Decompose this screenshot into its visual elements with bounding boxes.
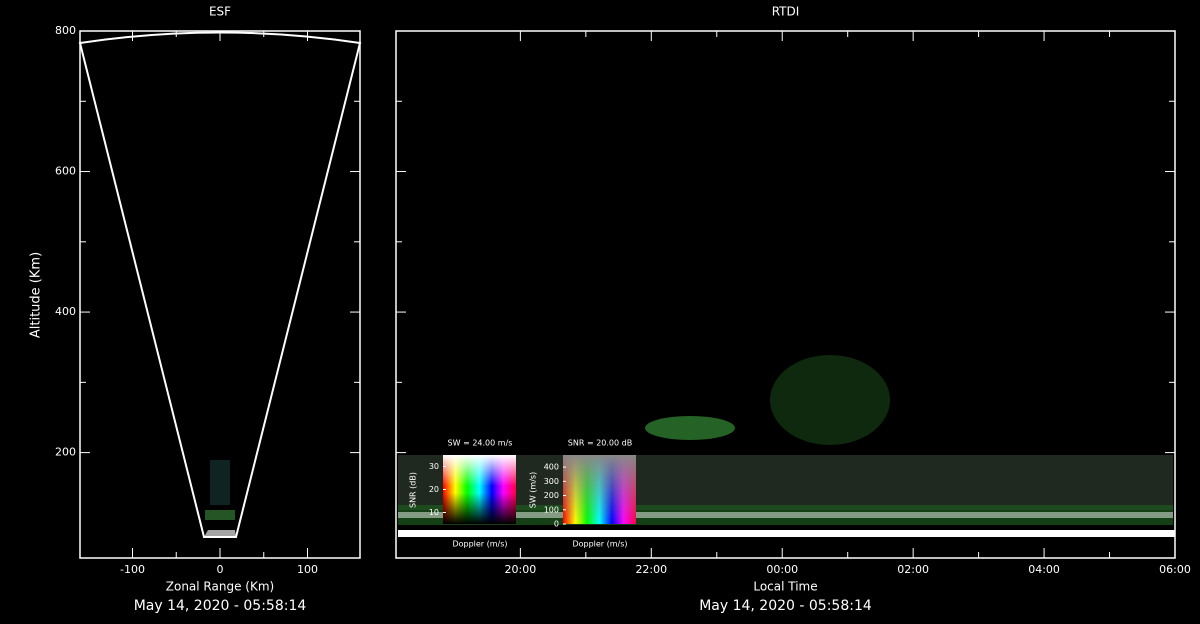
y-axis-label: Altitude (Km) [29,252,44,338]
key-tick-label: 400 [544,463,559,472]
x-tick-label: 02:00 [897,563,929,576]
y-tick-label: 800 [55,24,76,37]
y-tick-label: 400 [55,305,76,318]
x-tick-label: 22:00 [635,563,667,576]
key-tick-label: 300 [544,477,559,486]
x-axis-label: Local Time [753,580,817,594]
key-tick-label: 100 [544,505,559,514]
color-keys [443,455,636,524]
key-tick-label: 200 [544,491,559,500]
radar-echoes [78,31,1175,538]
key-tick-label: 30 [429,462,439,471]
key-tick-label: 10 [429,508,439,517]
key-title: SW = 24.00 m/s [448,439,513,448]
y-tick-label: 200 [55,446,76,459]
key-title: SNR = 20.00 dB [568,439,632,448]
x-tick-label: 00:00 [766,563,798,576]
x-tick-label: 06:00 [1159,563,1191,576]
x-tick-label: 100 [297,563,318,576]
x-tick-label: 20:00 [505,563,537,576]
plot-frame [395,30,1176,559]
x-tick-label: 04:00 [1028,563,1060,576]
y-tick-label: 600 [55,165,76,178]
key-y-label: SNR (dB) [409,472,418,508]
footer-date: May 14, 2020 - 05:58:14 [134,598,307,614]
panel-title: RTDI [772,5,800,19]
key-x-label: Doppler (m/s) [452,540,507,549]
x-axis-label: Zonal Range (Km) [166,580,274,594]
key-y-label: SW (m/s) [529,472,538,508]
footer-date: May 14, 2020 - 05:58:14 [699,598,872,614]
panel-title: ESF [209,5,231,19]
x-tick-label: 0 [217,563,224,576]
key-tick-label: 0 [554,520,559,529]
x-tick-label: -100 [120,563,145,576]
key-tick-label: 20 [429,485,439,494]
key-x-label: Doppler (m/s) [572,540,627,549]
